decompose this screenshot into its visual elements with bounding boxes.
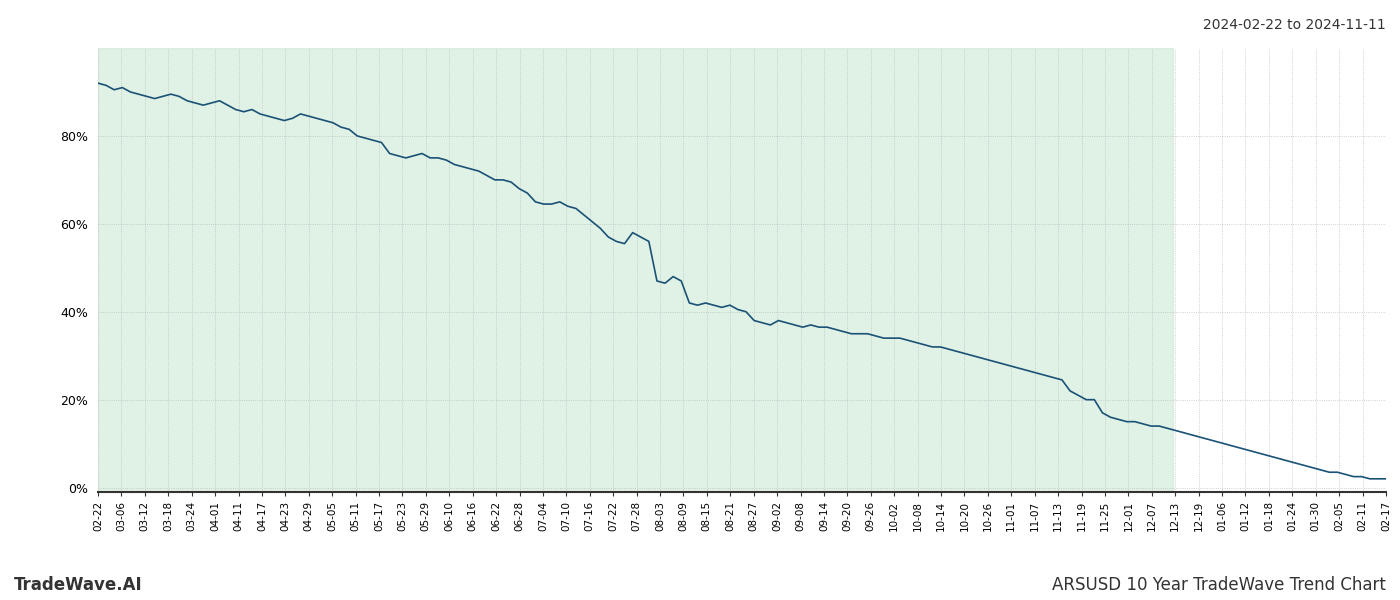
Text: ARSUSD 10 Year TradeWave Trend Chart: ARSUSD 10 Year TradeWave Trend Chart	[1053, 576, 1386, 594]
Bar	[98, 48, 1173, 492]
Text: TradeWave.AI: TradeWave.AI	[14, 576, 143, 594]
Text: 2024-02-22 to 2024-11-11: 2024-02-22 to 2024-11-11	[1203, 18, 1386, 32]
